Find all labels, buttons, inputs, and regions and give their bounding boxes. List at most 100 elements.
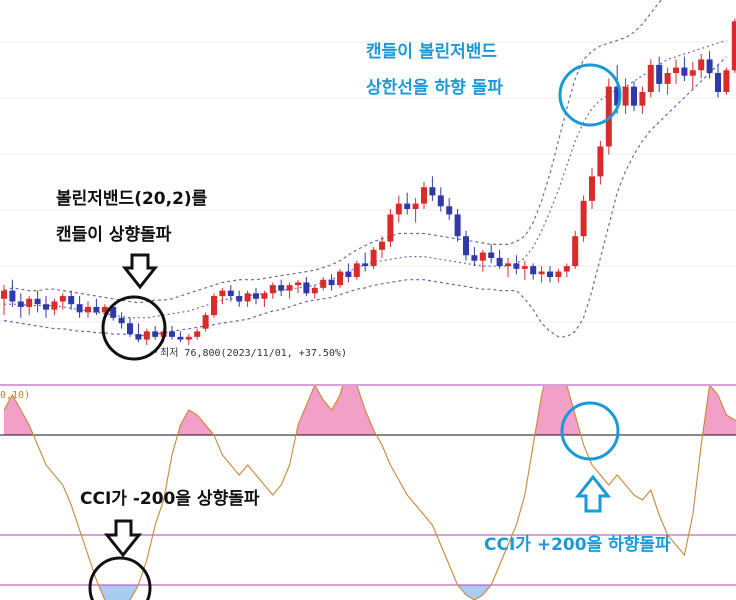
candle [681, 56, 688, 82]
candle [597, 141, 604, 185]
candle [68, 290, 75, 310]
candle-body [76, 304, 83, 313]
annotation-right-upper-line2: 상한선을 하향 돌파 [366, 77, 503, 98]
candle [345, 263, 352, 283]
candle-body [17, 301, 24, 307]
candle-body [93, 306, 100, 313]
annotation-right-lower: CCI가 +200을 하향돌파 [484, 534, 671, 555]
indicator-header: 0,10) [0, 390, 30, 401]
candle-body [673, 67, 679, 73]
candle [202, 312, 209, 332]
candle-body [437, 195, 444, 207]
candle-body [479, 252, 486, 261]
candle [647, 59, 654, 98]
candle [437, 187, 444, 212]
candle [547, 266, 553, 283]
candle-body [34, 298, 41, 305]
candle-body [9, 290, 16, 302]
cci-oversold-fill [457, 585, 492, 600]
candle [93, 298, 100, 316]
candle [622, 78, 629, 114]
candle-body [328, 279, 335, 286]
candle [589, 168, 595, 209]
candle-body [320, 279, 327, 288]
candle [34, 290, 41, 313]
candle [639, 86, 646, 114]
candle-body [101, 306, 108, 313]
candle-body [227, 290, 234, 297]
candle [446, 198, 453, 220]
candle [337, 268, 343, 288]
candle-body [219, 290, 226, 297]
candle [328, 274, 335, 291]
candle-body [488, 252, 495, 258]
candle [479, 249, 486, 272]
bollinger-upper-band [3, 0, 663, 304]
cci-overbought-fill [4, 395, 34, 435]
candle-body [395, 203, 402, 215]
candle [244, 290, 251, 307]
candle [286, 282, 293, 299]
candle-body [269, 285, 276, 294]
candle [496, 249, 503, 269]
cci-oversold-fill [98, 585, 139, 600]
candle-body [379, 241, 385, 250]
candle-body [521, 266, 528, 269]
candle [580, 195, 587, 242]
candle-body [185, 336, 192, 340]
candle-body [580, 200, 587, 237]
candle-body [622, 86, 629, 106]
candle-body [244, 293, 251, 302]
candle [194, 328, 201, 340]
candle [143, 328, 150, 345]
candle-body [43, 304, 49, 310]
candle [152, 325, 159, 340]
candle-body [639, 92, 646, 106]
candle-body [303, 282, 310, 294]
candle-body [723, 70, 730, 93]
candle-body [286, 285, 293, 291]
candle-body [597, 146, 604, 177]
candle [656, 56, 663, 93]
candle-body [463, 236, 469, 256]
candle-body [563, 266, 570, 272]
annotation-left-upper-line2: 캔들이 상향돌파 [56, 224, 172, 245]
candle-body [68, 296, 75, 305]
candle-body [698, 59, 705, 71]
candle-body [404, 203, 411, 209]
candle [471, 247, 478, 267]
candle [177, 331, 184, 343]
candle-body [631, 86, 637, 106]
candle-body [370, 249, 377, 267]
candle-body [572, 236, 579, 267]
candle [43, 296, 49, 318]
candle [530, 263, 537, 280]
candle-body [471, 255, 478, 261]
candle [311, 285, 318, 299]
highlight-circle-left-lower [88, 556, 152, 600]
candle [731, 18, 736, 73]
candle-body [664, 73, 671, 84]
candle [513, 255, 520, 275]
candle [169, 325, 175, 340]
candle [59, 293, 66, 310]
candle-body [118, 317, 125, 324]
candle [17, 293, 24, 318]
candle [219, 287, 226, 305]
candle-body [446, 206, 453, 215]
candle-body [1, 290, 7, 299]
candle [127, 317, 133, 337]
candle [1, 285, 7, 316]
candle-body [454, 214, 461, 237]
candle [572, 230, 579, 269]
candle [253, 287, 259, 305]
candle-body [421, 187, 427, 204]
candle-body [143, 331, 150, 340]
candle [379, 236, 385, 258]
candle-body [345, 271, 352, 277]
candle [395, 195, 402, 223]
cci-line [3, 386, 736, 600]
up-arrow-icon [574, 474, 612, 513]
